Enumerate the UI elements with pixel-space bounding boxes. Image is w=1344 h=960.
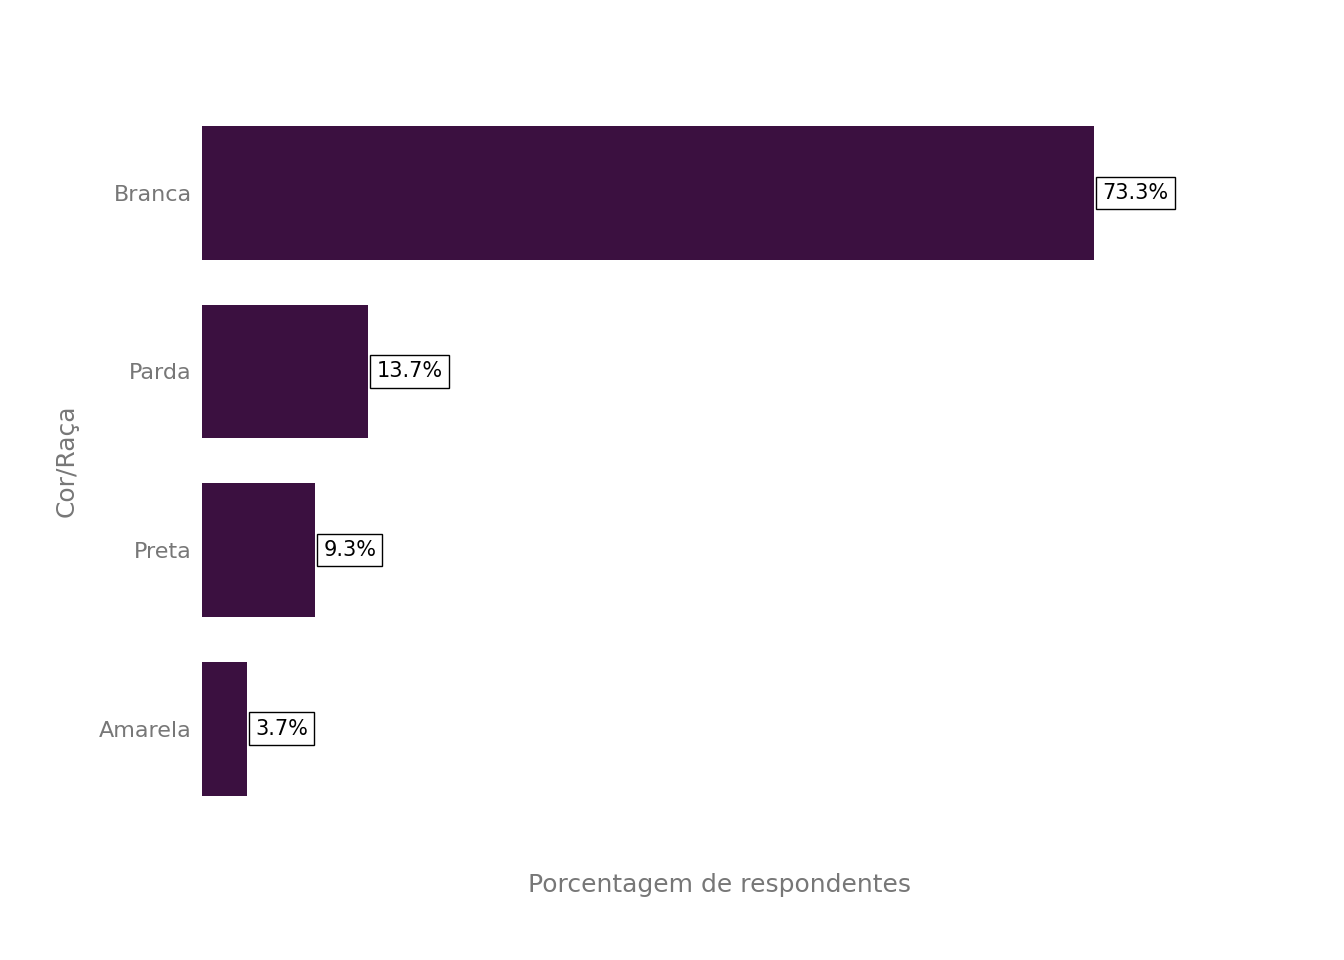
- Text: 3.7%: 3.7%: [255, 719, 308, 738]
- Text: 9.3%: 9.3%: [323, 540, 376, 560]
- X-axis label: Porcentagem de respondentes: Porcentagem de respondentes: [528, 873, 910, 897]
- Bar: [202, 483, 314, 617]
- Text: 73.3%: 73.3%: [1102, 183, 1168, 203]
- Text: 13.7%: 13.7%: [376, 362, 444, 381]
- Y-axis label: Cor/Raça: Cor/Raça: [54, 404, 78, 517]
- Bar: [202, 304, 368, 439]
- Bar: [202, 661, 247, 796]
- Bar: [202, 126, 1094, 260]
